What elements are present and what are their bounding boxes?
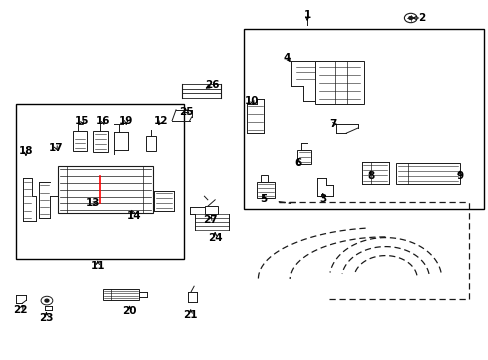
Bar [244, 29, 483, 209]
Text: 14: 14 [127, 211, 142, 221]
FancyBboxPatch shape [93, 131, 107, 152]
FancyBboxPatch shape [315, 61, 364, 104]
FancyBboxPatch shape [205, 206, 217, 214]
Text: 21: 21 [183, 310, 198, 320]
Text: 23: 23 [39, 312, 54, 323]
Text: 11: 11 [90, 261, 105, 271]
Bar [260, 175, 267, 182]
Text: 4: 4 [283, 53, 291, 63]
Text: 24: 24 [207, 233, 222, 243]
Text: 10: 10 [244, 96, 259, 106]
Text: 27: 27 [203, 215, 217, 225]
Bar [395, 163, 459, 184]
Bar [102, 289, 139, 300]
Text: 15: 15 [75, 116, 89, 126]
Bar [256, 182, 275, 198]
Text: 9: 9 [455, 171, 462, 181]
Text: 7: 7 [328, 119, 336, 129]
Text: 13: 13 [85, 198, 100, 208]
Text: 25: 25 [179, 107, 194, 117]
Circle shape [408, 17, 412, 19]
Circle shape [45, 299, 49, 302]
Text: 17: 17 [49, 143, 63, 153]
Text: 3: 3 [319, 194, 325, 204]
FancyBboxPatch shape [73, 131, 87, 151]
Text: 2: 2 [417, 13, 424, 23]
Text: 12: 12 [154, 116, 168, 126]
Text: 6: 6 [294, 158, 301, 168]
Text: 8: 8 [366, 171, 373, 181]
Text: 1: 1 [303, 10, 310, 20]
Text: 19: 19 [119, 116, 133, 126]
Text: 26: 26 [205, 80, 220, 90]
FancyBboxPatch shape [145, 136, 156, 151]
Bar [297, 150, 310, 164]
Bar [58, 166, 153, 213]
Text: 18: 18 [19, 146, 33, 156]
Text: 20: 20 [122, 306, 137, 316]
Text: 5: 5 [260, 194, 267, 204]
Text: 22: 22 [13, 305, 28, 315]
Bar [16, 104, 184, 259]
Text: 16: 16 [95, 116, 110, 126]
